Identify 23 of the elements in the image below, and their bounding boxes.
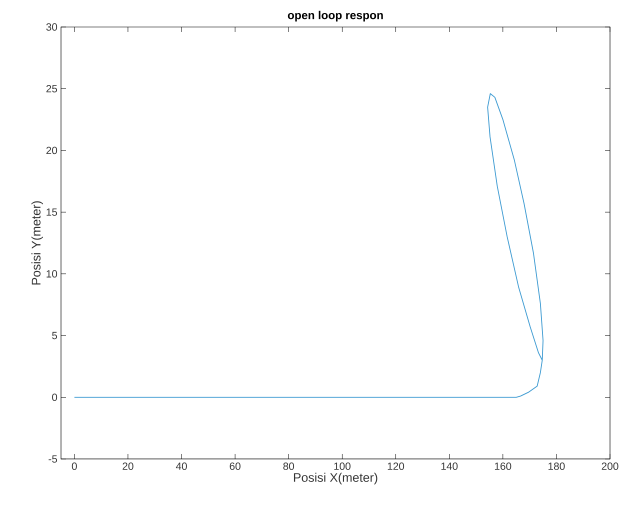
y-tick-label: -5 [48, 455, 58, 463]
x-tick-label: 80 [283, 462, 294, 470]
x-tick-label: 200 [602, 462, 618, 470]
y-tick-label: 5 [52, 332, 58, 340]
x-tick-label: 100 [334, 462, 351, 470]
x-tick-label: 120 [388, 462, 404, 470]
y-tick-label: 0 [52, 394, 58, 401]
line-series [74, 93, 544, 398]
x-tick-label: 40 [176, 462, 187, 470]
x-tick-label: 20 [122, 462, 134, 470]
x-tick-label: 140 [441, 462, 458, 470]
y-tick-label: 25 [46, 85, 58, 92]
x-axis-title: Posisi X(meter) [294, 472, 378, 484]
x-tick-label: 60 [230, 462, 240, 470]
x-tick-label: 0 [72, 462, 77, 470]
y-axis-title: Posisi Y(meter) [31, 201, 44, 285]
y-tick-label: 30 [46, 23, 58, 31]
y-tick-label: 20 [46, 146, 58, 154]
y-tick-label: 10 [46, 270, 58, 278]
chart-title: open loop respon [288, 10, 383, 22]
x-tick-label: 160 [494, 462, 512, 470]
x-tick-label: 180 [548, 462, 565, 470]
y-tick-label: 15 [46, 208, 58, 216]
